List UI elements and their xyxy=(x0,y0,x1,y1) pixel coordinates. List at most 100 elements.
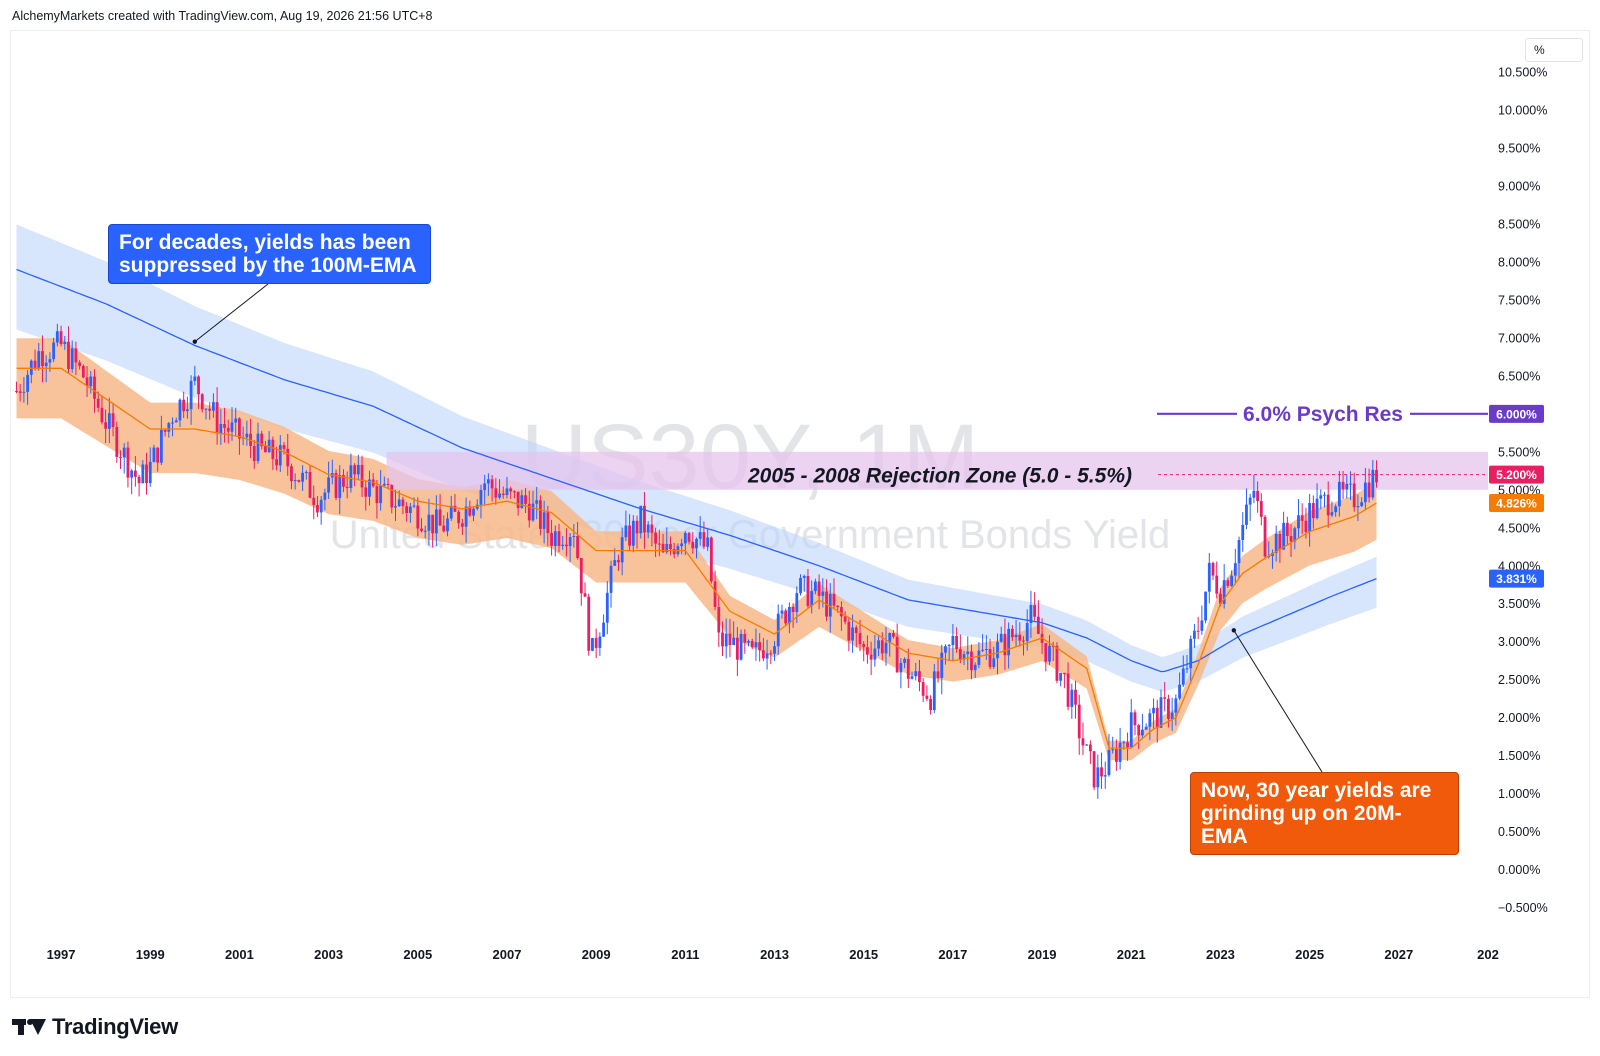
candle-body-196 xyxy=(743,633,747,643)
candle-body-291 xyxy=(1096,767,1100,788)
candle-body-306 xyxy=(1152,707,1155,714)
y-tick-label-0: 10.500% xyxy=(1498,65,1547,79)
candle-body-89 xyxy=(345,486,349,489)
candle-body-321 xyxy=(1207,562,1211,592)
candle-body-53 xyxy=(212,402,215,411)
candle-body-260 xyxy=(981,649,985,651)
tradingview-logo[interactable]: TradingView xyxy=(12,1014,178,1040)
y-tick-label-16: 2.000% xyxy=(1498,711,1540,725)
candle-body-11 xyxy=(55,331,59,343)
candle-body-353 xyxy=(1326,494,1330,516)
candle-body-284 xyxy=(1070,689,1074,707)
candle-body-101 xyxy=(390,485,394,508)
candle-body-236 xyxy=(892,633,895,637)
candle-body-6 xyxy=(37,351,41,368)
candle-body-13 xyxy=(63,341,67,344)
chart-frame xyxy=(10,30,1590,998)
candle-body-191 xyxy=(724,633,728,647)
candle-body-294 xyxy=(1107,749,1111,776)
candle-body-120 xyxy=(460,523,464,527)
candle-body-159 xyxy=(605,592,609,623)
annotation-ema100-line-1: For decades, yields has been xyxy=(119,231,411,254)
candle-body-302 xyxy=(1137,725,1141,736)
x-tick-label-10: 2017 xyxy=(938,947,967,962)
annotation-ema20-pointer xyxy=(1233,630,1323,773)
candle-body-212 xyxy=(802,576,806,578)
candle-body-154 xyxy=(587,596,591,651)
candle-body-230 xyxy=(869,654,873,660)
candle-body-173 xyxy=(657,543,661,545)
candle-body-66 xyxy=(260,433,264,447)
y-tick-label-14: 3.000% xyxy=(1498,635,1540,649)
candle-body-98 xyxy=(379,485,383,504)
x-tick-label-4: 2005 xyxy=(403,947,432,962)
candle-body-310 xyxy=(1167,698,1170,719)
candle-body-29 xyxy=(122,447,126,458)
candle-body-301 xyxy=(1133,712,1137,726)
candle-body-271 xyxy=(1022,640,1025,642)
candle-body-327 xyxy=(1230,575,1233,586)
candle-body-220 xyxy=(832,593,836,606)
candle-body-167 xyxy=(635,520,639,534)
candle-body-117 xyxy=(449,505,453,519)
candle-body-234 xyxy=(884,642,888,654)
candle-body-293 xyxy=(1103,775,1107,777)
candle-body-0 xyxy=(15,391,18,393)
candle-body-235 xyxy=(888,633,892,643)
candle-body-10 xyxy=(52,342,56,360)
candle-body-19 xyxy=(85,377,89,387)
candle-body-223 xyxy=(843,616,847,622)
candle-body-200 xyxy=(758,642,762,651)
candle-body-316 xyxy=(1189,638,1193,669)
candle-body-304 xyxy=(1144,726,1148,730)
candle-body-259 xyxy=(977,650,981,665)
candle-body-107 xyxy=(412,505,416,507)
candle-body-169 xyxy=(643,505,646,533)
candle-body-93 xyxy=(360,464,364,488)
candle-body-50 xyxy=(200,394,204,410)
candle-body-205 xyxy=(776,613,780,647)
candle-body-232 xyxy=(877,640,880,649)
candle-body-55 xyxy=(219,423,223,434)
candle-body-213 xyxy=(806,576,810,607)
candle-body-240 xyxy=(906,658,910,679)
candle-body-290 xyxy=(1092,751,1096,788)
candle-body-186 xyxy=(706,537,710,547)
candle-body-31 xyxy=(130,470,134,478)
candle-body-357 xyxy=(1341,481,1345,490)
candle-body-40 xyxy=(163,429,167,432)
ema20-price-badge-label: 4.826% xyxy=(1496,497,1537,511)
candle-body-134 xyxy=(513,491,516,493)
candle-body-299 xyxy=(1126,742,1129,748)
y-tick-label-2: 9.500% xyxy=(1498,141,1540,155)
candle-body-339 xyxy=(1274,533,1278,553)
candle-body-156 xyxy=(594,638,598,648)
y-tick-label-3: 9.000% xyxy=(1498,179,1540,193)
candle-body-329 xyxy=(1237,539,1241,564)
candle-body-35 xyxy=(145,464,148,484)
candle-body-18 xyxy=(81,365,85,378)
candle-body-86 xyxy=(334,473,338,498)
candle-body-58 xyxy=(230,422,234,432)
candle-body-362 xyxy=(1360,502,1364,507)
candle-body-114 xyxy=(438,509,442,526)
candle-body-187 xyxy=(709,537,713,582)
ema100-band xyxy=(16,224,1377,692)
psych-res-label: 6.0% Psych Res xyxy=(1243,403,1403,426)
ema20-price-badge xyxy=(1489,494,1544,513)
candle-body-8 xyxy=(44,362,48,367)
candle-body-110 xyxy=(423,530,427,532)
candle-body-133 xyxy=(509,488,513,492)
candle-body-90 xyxy=(349,465,353,489)
candle-body-180 xyxy=(683,532,687,544)
candle-body-272 xyxy=(1025,623,1029,642)
candle-body-188 xyxy=(713,581,717,607)
candle-body-296 xyxy=(1114,749,1118,762)
candle-body-201 xyxy=(761,650,765,659)
candle-body-322 xyxy=(1211,562,1215,576)
x-tick-label-14: 2025 xyxy=(1295,947,1324,962)
candle-body-277 xyxy=(1044,643,1048,662)
candle-body-289 xyxy=(1088,744,1092,752)
percent-scale-button[interactable]: % xyxy=(1525,38,1583,62)
